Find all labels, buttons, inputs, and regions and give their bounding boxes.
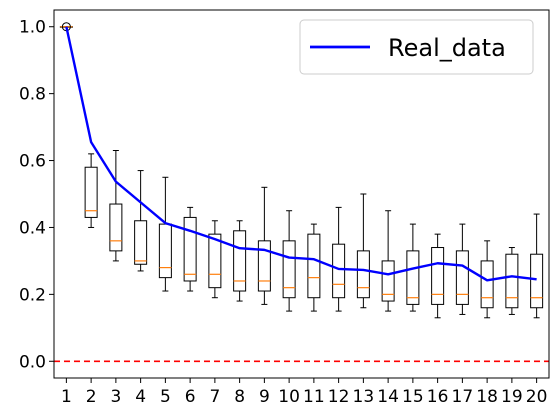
legend: Real_data xyxy=(299,19,534,75)
box-15 xyxy=(406,223,420,312)
box-iqr xyxy=(84,166,98,218)
box-12 xyxy=(332,206,346,312)
y-tick-label: 0.4 xyxy=(19,218,46,238)
box-iqr xyxy=(530,253,544,309)
box-iqr xyxy=(480,260,494,309)
axes-layer: 0.00.20.40.60.81.01 2 3 4 5 6 7 8 9 10 11 12 13 14 15 1… xyxy=(19,9,550,407)
box-3 xyxy=(109,150,123,262)
box-iqr xyxy=(158,223,172,279)
box-iqr xyxy=(208,233,222,289)
x-tick-label: 3 xyxy=(110,387,121,407)
line-layer xyxy=(65,26,537,282)
x-tick-label: 13 xyxy=(353,387,375,407)
y-tick-label: 0.2 xyxy=(19,285,46,305)
box-iqr xyxy=(455,250,469,305)
x-tick-label: 6 xyxy=(185,387,196,407)
box-iqr xyxy=(282,240,296,299)
x-tick-label: 2 xyxy=(86,387,97,407)
box-18 xyxy=(480,240,494,319)
x-tick-label: 7 xyxy=(209,387,220,407)
x-tick-label: 12 xyxy=(328,387,350,407)
box-17 xyxy=(455,223,469,315)
box-7 xyxy=(208,220,222,299)
box-13 xyxy=(356,193,370,309)
y-tick-label: 0.0 xyxy=(19,352,46,372)
box-iqr xyxy=(109,203,123,252)
box-14 xyxy=(381,210,395,312)
box-10 xyxy=(282,210,296,312)
x-tick-label: 20 xyxy=(526,387,548,407)
y-tick-label: 0.8 xyxy=(19,85,46,105)
y-tick-label: 1.0 xyxy=(19,18,46,38)
box-iqr xyxy=(233,230,247,292)
x-tick-label: 18 xyxy=(476,387,498,407)
x-tick-label: 11 xyxy=(303,387,325,407)
box-iqr xyxy=(332,243,346,299)
box-iqr xyxy=(134,220,148,265)
box-iqr xyxy=(431,247,445,305)
box-9 xyxy=(257,186,271,305)
x-tick-label: 1 xyxy=(61,387,72,407)
box-2 xyxy=(84,153,98,228)
legend-label: Real_data xyxy=(388,34,506,62)
box-6 xyxy=(183,206,197,292)
x-tick-label: 16 xyxy=(427,387,449,407)
x-tick-label: 10 xyxy=(278,387,300,407)
box-4 xyxy=(134,170,148,272)
y-tick-label: 0.6 xyxy=(19,152,46,172)
plot-frame xyxy=(53,9,550,379)
series-line-Real_data xyxy=(65,26,537,282)
box-5 xyxy=(158,176,172,292)
box-iqr xyxy=(356,250,370,299)
x-tick-label: 5 xyxy=(160,387,171,407)
box-iqr xyxy=(406,250,420,305)
box-iqr xyxy=(307,233,321,299)
x-tick-label: 15 xyxy=(402,387,424,407)
box-11 xyxy=(307,223,321,312)
box-19 xyxy=(505,247,519,315)
x-tick-label: 14 xyxy=(377,387,399,407)
x-tick-label: 19 xyxy=(501,387,523,407)
box-iqr xyxy=(381,260,395,302)
box-iqr xyxy=(257,240,271,292)
x-tick-label: 8 xyxy=(234,387,245,407)
box-iqr xyxy=(183,216,197,282)
box-8 xyxy=(233,220,247,302)
legend-box xyxy=(299,19,534,75)
x-tick-label: 17 xyxy=(452,387,474,407)
boxes-layer xyxy=(59,22,544,319)
box-20 xyxy=(530,213,544,319)
x-tick-label: 4 xyxy=(135,387,146,407)
box-16 xyxy=(431,233,445,319)
x-tick-label: 9 xyxy=(259,387,270,407)
box-iqr xyxy=(505,253,519,309)
